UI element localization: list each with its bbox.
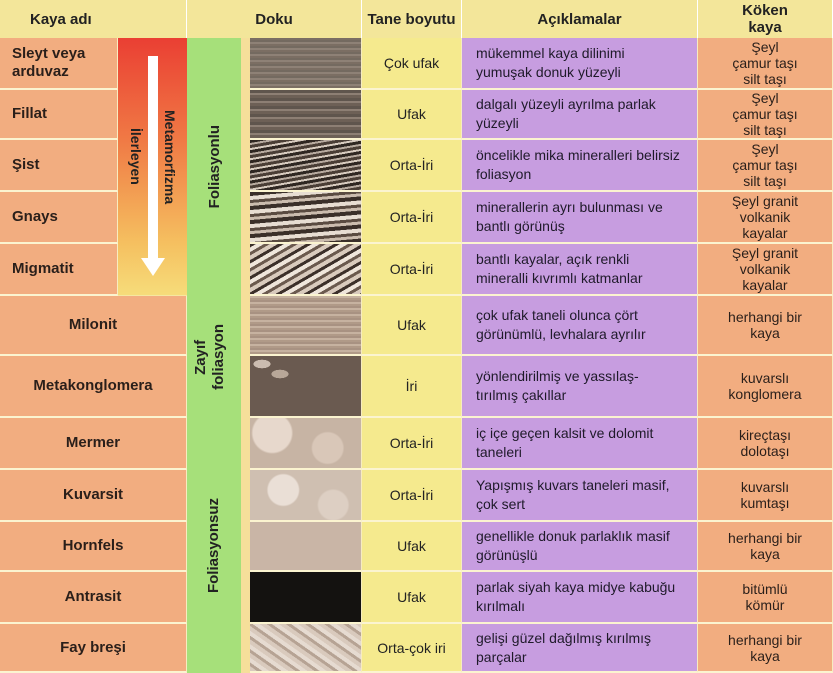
rock-name: Metakonglomera — [0, 356, 187, 418]
texture-sample — [250, 522, 362, 572]
texture-sample — [250, 90, 362, 140]
description: iç içe geçen kalsit ve dolomit taneleri — [462, 418, 698, 470]
description: Yapışmış kuvars taneleri masif, çok sert — [462, 470, 698, 522]
source-rock: herhangi bir kaya — [698, 296, 833, 356]
rock-name: Antrasit — [0, 572, 187, 624]
grain-size: Ufak — [362, 522, 462, 572]
rock-name: Fillat — [0, 90, 118, 140]
grain-size: Orta-İri — [362, 418, 462, 470]
header-rock-name: Kaya adı — [0, 0, 187, 38]
source-rock: kireçtaşı dolotaşı — [698, 418, 833, 470]
description: öncelikle mika mineralleri belirsiz foli… — [462, 140, 698, 192]
texture-sample — [250, 296, 362, 356]
description: genellikle donuk parlaklık masif görünüş… — [462, 522, 698, 572]
grain-size: Ufak — [362, 572, 462, 624]
source-rock: bitümlü kömür — [698, 572, 833, 624]
texture-sample — [250, 418, 362, 470]
source-rock: Şeyl çamur taşı silt taşı — [698, 140, 833, 192]
source-rock: kuvarslı kumtaşı — [698, 470, 833, 522]
description: mükemmel kaya dilinimi yumuşak donuk yüz… — [462, 38, 698, 90]
rock-name: Kuvarsit — [0, 470, 187, 522]
description: parlak siyah kaya midye kabuğu kırılmalı — [462, 572, 698, 624]
texture-sample — [250, 244, 362, 296]
rock-name: Milonit — [0, 296, 187, 356]
grain-size: Ufak — [362, 90, 462, 140]
rock-name: Şist — [0, 140, 118, 192]
grain-size: Orta-İri — [362, 192, 462, 244]
texture-sample — [250, 38, 362, 90]
source-rock: herhangi bir kaya — [698, 624, 833, 673]
weak-foliation-group-label: Zayıf foliasyon — [192, 324, 227, 390]
foliated-group-label: Foliasyonlu — [206, 125, 223, 209]
texture-sample — [250, 572, 362, 624]
grain-size: Orta-İri — [362, 140, 462, 192]
rock-name: Fay breşi — [0, 624, 187, 673]
texture-sample — [250, 356, 362, 418]
grain-size: Çok ufak — [362, 38, 462, 90]
rock-name: Migmatit — [0, 244, 118, 296]
header-description: Açıklamalar — [462, 0, 698, 38]
rock-name: Mermer — [0, 418, 187, 470]
nonfoliated-group-band — [187, 418, 241, 673]
progressing-label: İlerleyen — [128, 128, 144, 185]
source-rock: Şeyl çamur taşı silt taşı — [698, 90, 833, 140]
texture-sample — [250, 470, 362, 522]
source-rock: Şeyl granit volkanik kayalar — [698, 192, 833, 244]
header-source-rock: Köken kaya — [698, 0, 833, 38]
description: çok ufak taneli olunca çört görünümlü, l… — [462, 296, 698, 356]
texture-sample — [250, 140, 362, 192]
description: yönlendirilmiş ve yassılaş- tırılmış çak… — [462, 356, 698, 418]
source-rock: Şeyl çamur taşı silt taşı — [698, 38, 833, 90]
grain-size: Orta-çok iri — [362, 624, 462, 673]
source-rock: kuvarslı konglomera — [698, 356, 833, 418]
description: gelişi güzel dağılmış kırılmış parçalar — [462, 624, 698, 673]
metamorphism-label: Metamorfizma — [162, 110, 178, 205]
rock-name: Gnays — [0, 192, 118, 244]
metamorphism-arrow-shaft — [148, 56, 158, 262]
source-rock: Şeyl granit volkanik kayalar — [698, 244, 833, 296]
foliated-group-band — [187, 38, 241, 296]
grain-size: Orta-İri — [362, 244, 462, 296]
rock-name: Sleyt veya arduvaz — [0, 38, 118, 90]
header-texture: Doku — [187, 0, 362, 38]
grain-size: İri — [362, 356, 462, 418]
grain-size: Ufak — [362, 296, 462, 356]
description: dalgalı yüzeyli ayrılma parlak yüzeyli — [462, 90, 698, 140]
description: minerallerin ayrı bulunması ve bantlı gö… — [462, 192, 698, 244]
metamorphism-arrow-head — [141, 258, 165, 276]
grain-size: Orta-İri — [362, 470, 462, 522]
texture-sample — [250, 192, 362, 244]
texture-sample — [250, 624, 362, 673]
rock-name: Hornfels — [0, 522, 187, 572]
header-grain-size: Tane boyutu — [362, 0, 462, 38]
nonfoliated-group-label: Foliasyonsuz — [205, 497, 222, 594]
weak-foliation-group-band — [187, 296, 241, 418]
source-rock: herhangi bir kaya — [698, 522, 833, 572]
description: bantlı kayalar, açık renkli mineralli kı… — [462, 244, 698, 296]
